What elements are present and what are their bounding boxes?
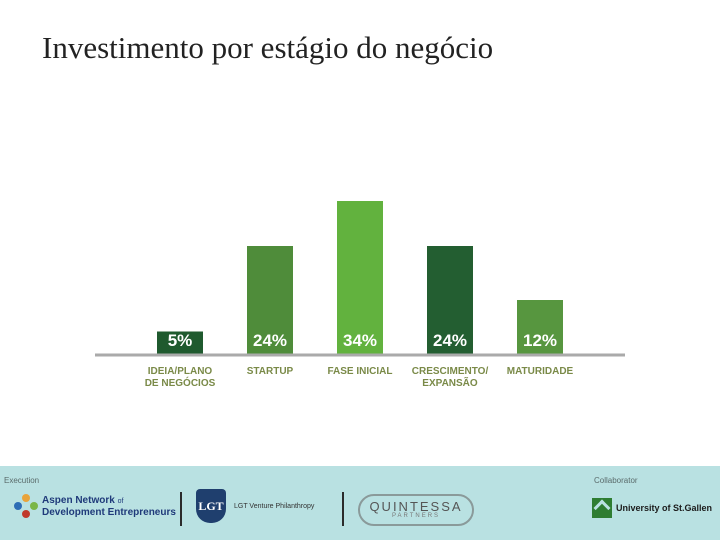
aspen-line2: Development Entrepreneurs [42,506,176,518]
category-label-3: CRESCIMENTO/ [412,366,489,377]
bar-3 [427,246,473,354]
collaborator-label: Collaborator [594,476,638,485]
value-label-2: 34% [343,331,377,350]
category-label-4: MATURIDADE [507,366,574,377]
value-label-0: 5% [168,331,193,350]
bar-0 [157,331,203,354]
category-label-2: FASE INICIAL [327,366,392,377]
aspen-of: of [117,497,124,505]
value-label-4: 12% [523,331,557,350]
quintessa-sub: PARTNERS [391,513,441,519]
bar-4 [517,300,563,354]
st-gallen-logo: University of St.Gallen [592,498,712,518]
aspen-network-logo: Aspen Network of Development Entrepreneu… [14,494,176,518]
quintessa-name: QUINTESSA [369,499,463,514]
value-label-3: 24% [433,331,467,350]
bar-2 [337,201,383,354]
hsg-mark-icon [592,498,612,518]
category-label-1: STARTUP [247,366,294,377]
bar-1 [247,246,293,354]
execution-label: Execution [4,476,40,485]
slide-title: Investimento por estágio do negócio [42,30,494,65]
category-label-3: EXPANSÃO [422,376,478,389]
lgt-logo: LGT LGT Venture Philanthropy [196,489,314,523]
lgt-crest-icon: LGT [196,489,226,523]
logo-divider [180,492,182,526]
category-label-0: IDEIA/PLANO [148,366,213,377]
hsg-text: University of St.Gallen [616,503,713,513]
lgt-text: LGT Venture Philanthropy [234,502,315,510]
value-label-1: 24% [253,331,287,350]
quintessa-logo: QUINTESSA PARTNERS [358,494,474,526]
aspen-dots-icon [14,494,38,518]
category-label-0: DE NEGÓCIOS [145,376,216,389]
logo-divider [342,492,344,526]
aspen-line1: Aspen Network [42,494,115,506]
